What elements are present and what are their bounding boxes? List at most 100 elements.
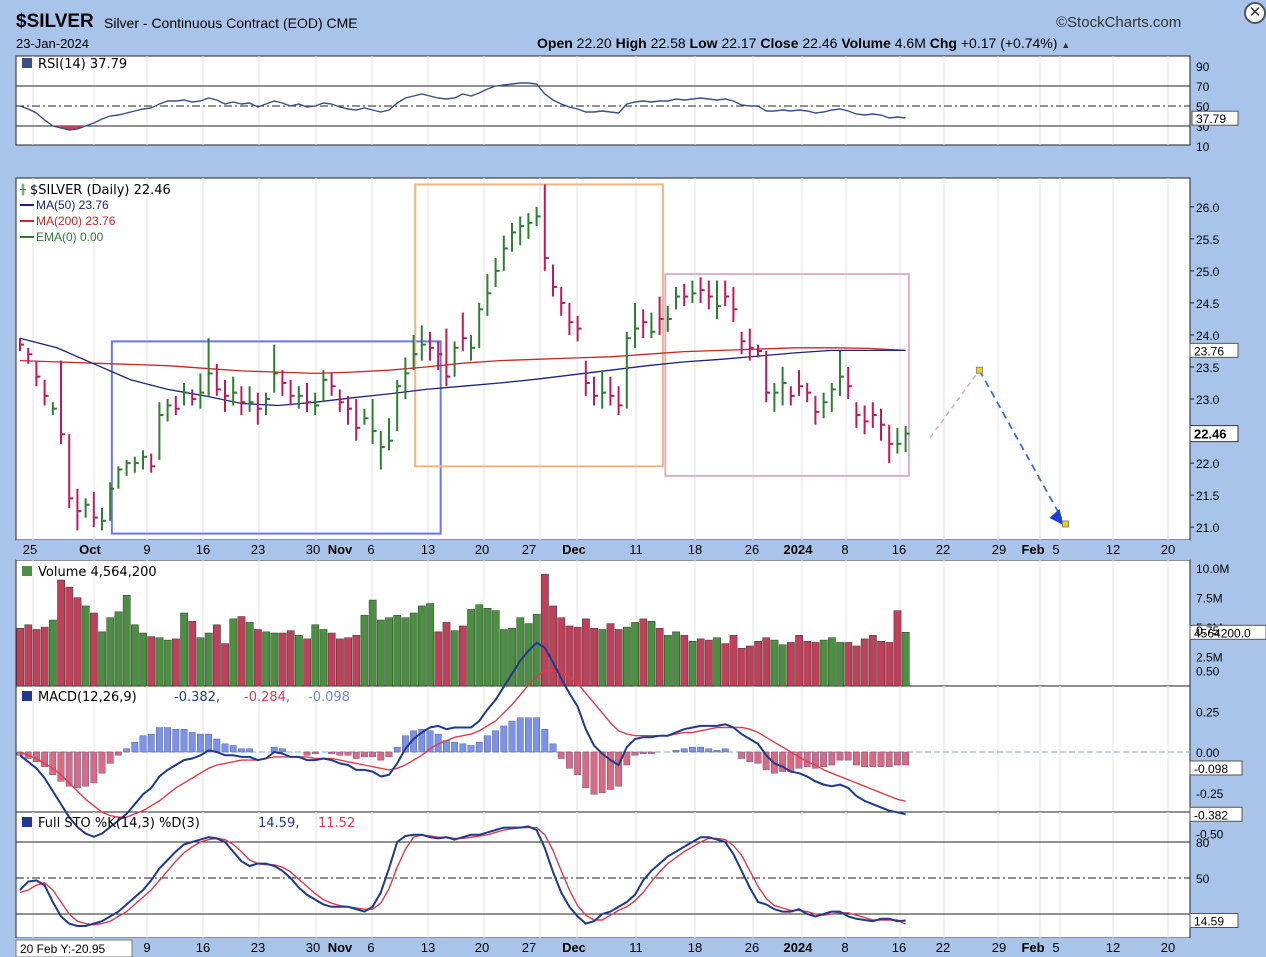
ohlc-bar — [314, 392, 320, 416]
ohlc-bar — [404, 357, 410, 400]
ohlc-bar — [289, 379, 295, 406]
ohlc-bar — [437, 341, 443, 371]
ohlc-bar — [650, 312, 656, 339]
date-tick-label: 5 — [1052, 542, 1059, 557]
date-tick-label: 16 — [892, 542, 906, 557]
macd-histogram-bar — [131, 742, 139, 753]
ohlc-bar — [683, 283, 689, 307]
open-value: 22.20 — [576, 35, 612, 51]
ma200-legend: MA(200) 23.76 — [36, 214, 116, 228]
bottom-date-label: 11 — [629, 940, 643, 955]
rsi-tick-label: 70 — [1196, 80, 1210, 94]
sto-tick-label: 50 — [1196, 872, 1210, 886]
macd-tick-label: -0.25 — [1196, 787, 1224, 801]
ohlc-bar — [757, 344, 762, 358]
ohlc-bar — [109, 482, 115, 521]
macd-histogram-bar — [894, 751, 901, 766]
volume-bar — [459, 625, 467, 687]
macd-histogram-bar — [139, 735, 147, 753]
volume-bar — [204, 632, 213, 687]
macd-histogram-bar — [303, 751, 311, 756]
volume-bar — [16, 628, 24, 687]
ohlc-bar — [379, 431, 385, 470]
sto-k-line — [19, 825, 906, 927]
projection-arrowhead — [1049, 508, 1064, 525]
sto-legend-k: 14.59, — [258, 816, 299, 831]
volume-bar — [705, 639, 713, 687]
volume-bar — [770, 639, 779, 687]
ohlc-bar — [699, 277, 705, 303]
ohlc-bar — [265, 392, 270, 416]
volume-bar — [565, 625, 574, 687]
date-tick-label: 20 — [475, 542, 489, 557]
volume-bar — [746, 645, 754, 687]
macd-histogram-bar — [574, 751, 582, 776]
cursor-readout: 20 Feb Y:-20.95 — [20, 942, 106, 956]
macd-badge-text: -0.382 — [1194, 808, 1228, 822]
macd-histogram-bar — [155, 727, 163, 753]
ohlc-bar — [273, 344, 279, 393]
sto-legend-label: Full STO %K(14,3) %D(3) — [38, 816, 200, 831]
rsi-tick-label: 90 — [1196, 60, 1210, 74]
ohlc-bar — [306, 383, 311, 412]
macd-histogram-bar — [484, 735, 491, 753]
macd-histogram-bar — [467, 745, 475, 753]
macd-histogram-bar — [672, 750, 680, 753]
volume-bar — [32, 629, 41, 687]
macd-histogram-bar — [525, 717, 532, 753]
ohlc-bar — [625, 331, 631, 409]
projection-peak-marker — [975, 366, 983, 374]
macd-signal-line — [19, 669, 906, 818]
date-tick-label: 26 — [745, 542, 759, 557]
close-button[interactable]: ✕ — [1244, 2, 1266, 24]
volume-bar — [844, 642, 853, 687]
ohlc-bar — [511, 222, 516, 252]
macd-histogram-bar — [49, 751, 57, 776]
macd-histogram-bar — [459, 743, 467, 753]
ohlc-bar — [560, 286, 566, 316]
volume-last-badge — [1189, 624, 1266, 640]
volume-bar — [532, 613, 541, 687]
volume-bar — [155, 637, 164, 687]
volume-bar — [180, 612, 188, 687]
macd-histogram-bar — [147, 733, 155, 753]
macd-histogram-bar — [188, 732, 196, 753]
macd-histogram-bar — [631, 751, 639, 756]
ohlc-bar — [839, 350, 844, 396]
volume-bar — [57, 579, 65, 687]
date-tick-label: 20 — [1161, 542, 1175, 557]
volume-bar — [139, 632, 147, 687]
date-tick-label: 29 — [992, 542, 1006, 557]
ema-legend: EMA(0) 0.00 — [36, 230, 104, 244]
sto-legend-swatch — [22, 817, 32, 827]
ohlc-bar — [232, 376, 238, 406]
ohlc-bar — [740, 331, 746, 355]
macd-histogram-bar — [246, 748, 253, 753]
bottom-date-label: Nov — [328, 940, 353, 955]
macd-tick-label: 0.75 — [1196, 624, 1220, 638]
volume-tick-label: 10.0M — [1196, 562, 1229, 576]
volume-bar — [836, 642, 844, 687]
macd-histogram-bar — [492, 730, 499, 753]
ohlc-bar — [396, 379, 402, 432]
bottom-date-label: 9 — [143, 940, 150, 955]
ohlc-bar — [92, 491, 98, 528]
price-tick-label: 21.0 — [1196, 521, 1220, 535]
sto-last-badge-text: 14.59 — [1194, 914, 1224, 928]
volume-bar — [631, 622, 639, 687]
ohlc-bar — [248, 386, 254, 412]
ohlc-bar — [822, 392, 828, 419]
macd-tick-label: 0.00 — [1196, 746, 1220, 760]
macd-histogram-bar — [566, 751, 573, 769]
volume-bar — [795, 635, 803, 687]
volume-bar — [647, 620, 656, 687]
sto-legend: Full STO %K(14,3) %D(3) 14.59, 11.52 — [22, 816, 355, 831]
ohlc-bar — [568, 302, 574, 335]
ohlc-bar — [19, 338, 24, 351]
ohlc-bar — [445, 328, 451, 387]
ohlc-bar — [429, 331, 434, 361]
ohlc-bar — [593, 376, 598, 406]
macd-histogram-bar — [639, 751, 647, 754]
date-tick-label: 25 — [23, 542, 37, 557]
macd-histogram-bar — [196, 733, 204, 753]
